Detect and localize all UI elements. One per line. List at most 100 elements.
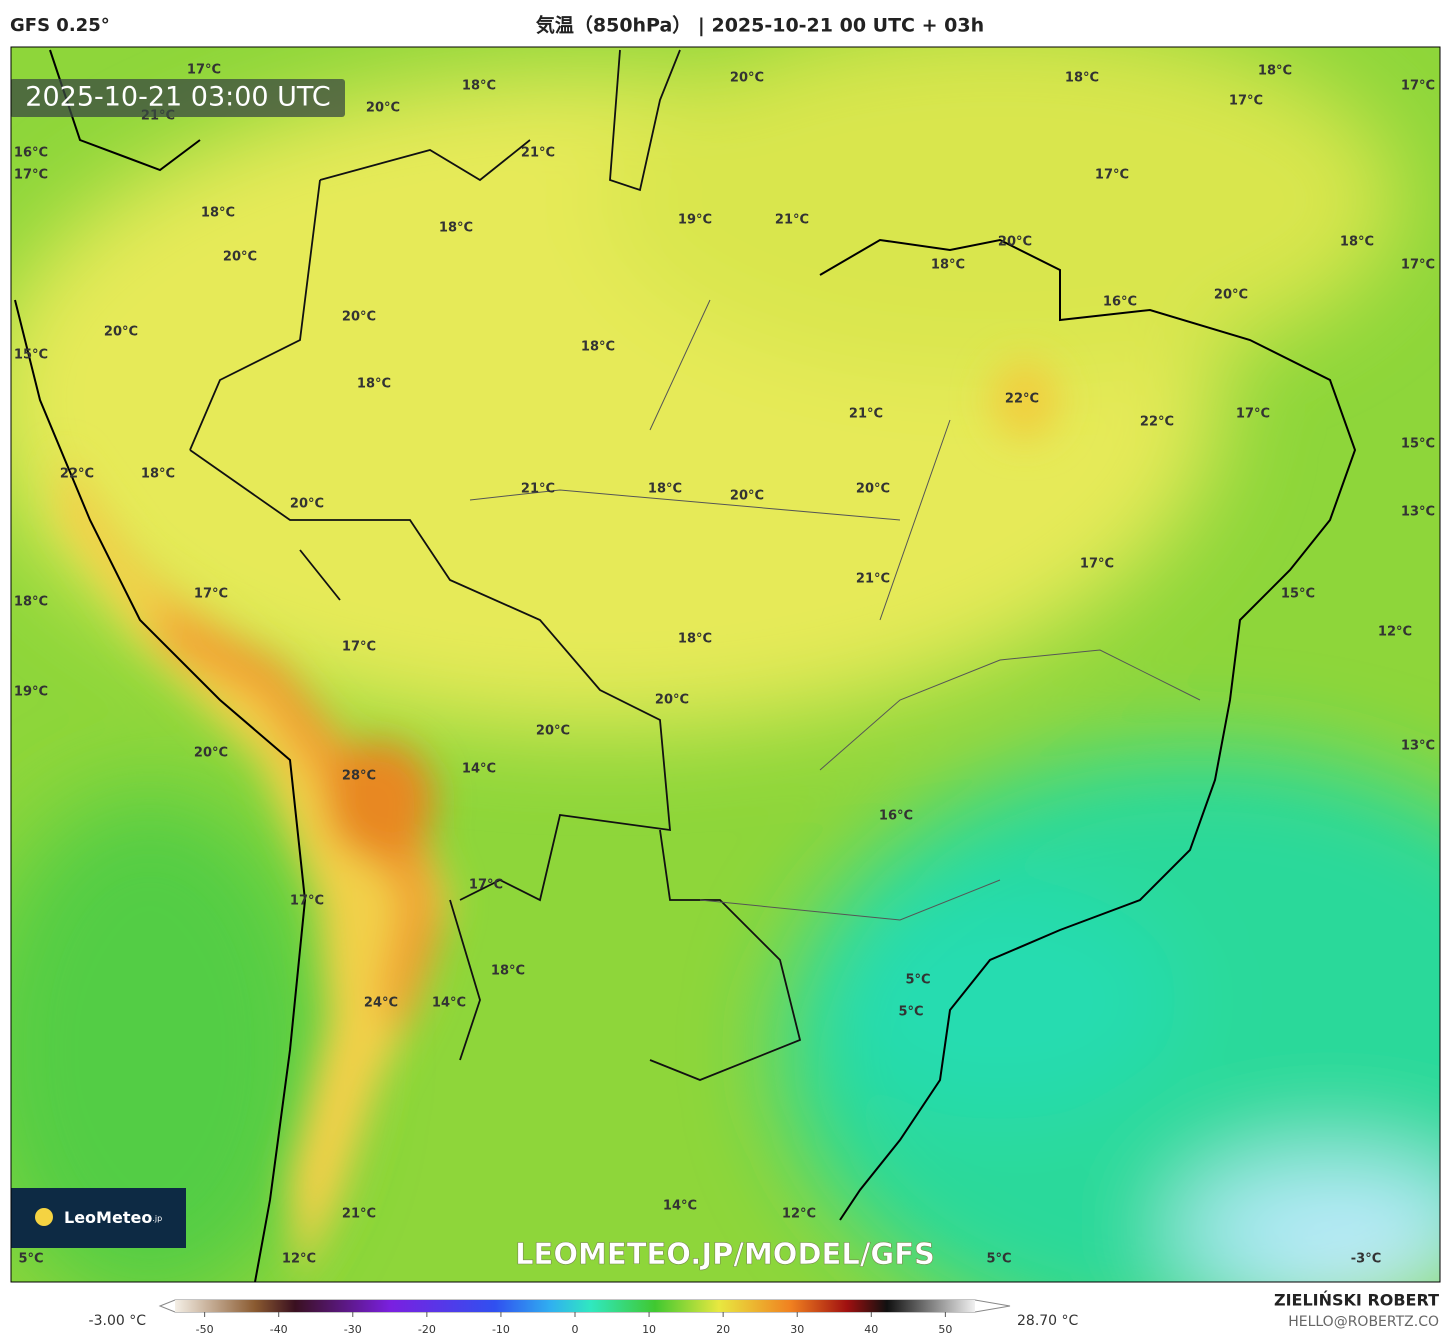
contour-label: 18°C bbox=[491, 964, 525, 979]
contour-label: 16°C bbox=[14, 146, 48, 161]
contour-label: 18°C bbox=[648, 482, 682, 497]
colorbar-tick-label: -10 bbox=[492, 1323, 510, 1336]
timestamp-box bbox=[11, 79, 345, 117]
contour-label: 21°C bbox=[521, 146, 555, 161]
watermark: LEOMETEO.JP/MODEL/GFS bbox=[515, 1237, 935, 1271]
contour-label: 14°C bbox=[432, 996, 466, 1011]
colorbar-max: 28.70 °C bbox=[1017, 1313, 1079, 1329]
contour-label: 17°C bbox=[1229, 94, 1263, 109]
colorbar-tick-label: -20 bbox=[418, 1323, 436, 1336]
contour-label: 20°C bbox=[730, 71, 764, 86]
model-name: GFS 0.25° bbox=[10, 15, 110, 36]
colorbar-tick-label: 40 bbox=[864, 1323, 878, 1336]
contour-label: 18°C bbox=[931, 258, 965, 273]
logo-sun bbox=[35, 1208, 53, 1226]
contour-label: 22°C bbox=[1140, 415, 1174, 430]
contour-label: 12°C bbox=[1378, 625, 1412, 640]
map-title: 気温（850hPa） | 2025-10-21 00 UTC + 03h bbox=[536, 14, 984, 37]
contour-label: 20°C bbox=[194, 746, 228, 761]
colorbar-tick-label: 50 bbox=[938, 1323, 952, 1336]
contour-label: 18°C bbox=[439, 221, 473, 236]
colorbar-tick-label: -40 bbox=[270, 1323, 288, 1336]
contour-label: 28°C bbox=[342, 769, 376, 784]
contour-label: 13°C bbox=[1401, 505, 1435, 520]
contour-label: 18°C bbox=[462, 79, 496, 94]
colorbar-tick-label: 30 bbox=[790, 1323, 804, 1336]
contour-label: 17°C bbox=[1236, 407, 1270, 422]
colorbar-tick-label: -30 bbox=[344, 1323, 362, 1336]
contour-label: 21°C bbox=[856, 572, 890, 587]
contour-label: 20°C bbox=[856, 482, 890, 497]
contour-label: 17°C bbox=[469, 878, 503, 893]
contour-label: 14°C bbox=[663, 1199, 697, 1214]
contour-label: 20°C bbox=[104, 325, 138, 340]
contour-label: 21°C bbox=[342, 1207, 376, 1222]
contour-label: -3°C bbox=[1351, 1252, 1381, 1267]
contour-label: 12°C bbox=[782, 1207, 816, 1222]
logo-name: LeoMeteo.jp bbox=[64, 1208, 162, 1227]
contour-label: 18°C bbox=[1340, 235, 1374, 250]
timestamp: 2025-10-21 03:00 UTC bbox=[25, 82, 330, 113]
contour-label: 18°C bbox=[1065, 71, 1099, 86]
contour-label: 20°C bbox=[655, 693, 689, 708]
contour-label: 20°C bbox=[366, 101, 400, 116]
contour-label: 5°C bbox=[18, 1252, 43, 1267]
contour-label: 22°C bbox=[1005, 392, 1039, 407]
contour-label: 17°C bbox=[1095, 168, 1129, 183]
contour-label: 21°C bbox=[849, 407, 883, 422]
colorbar bbox=[175, 1300, 975, 1312]
contour-label: 15°C bbox=[1401, 437, 1435, 452]
contour-label: 17°C bbox=[187, 63, 221, 78]
contour-label: 18°C bbox=[357, 377, 391, 392]
contour-label: 16°C bbox=[879, 809, 913, 824]
colorbar-tick-label: 20 bbox=[716, 1323, 730, 1336]
contour-label: 12°C bbox=[282, 1252, 316, 1267]
contour-label: 20°C bbox=[1214, 288, 1248, 303]
logo-name-text: LeoMeteo bbox=[64, 1208, 152, 1227]
contour-label: 17°C bbox=[290, 894, 324, 909]
contour-label: 20°C bbox=[998, 235, 1032, 250]
author: ZIELIŃSKI ROBERT bbox=[1274, 1291, 1439, 1310]
email: HELLO@ROBERTZ.CO bbox=[1288, 1314, 1439, 1330]
contour-label: 14°C bbox=[462, 762, 496, 777]
contour-label: 21°C bbox=[775, 213, 809, 228]
contour-label: 20°C bbox=[290, 497, 324, 512]
contour-label: 5°C bbox=[986, 1252, 1011, 1267]
logo-suffix: .jp bbox=[152, 1214, 162, 1223]
contour-label: 20°C bbox=[730, 489, 764, 504]
contour-label: 24°C bbox=[364, 996, 398, 1011]
contour-label: 21°C bbox=[521, 482, 555, 497]
contour-label: 18°C bbox=[1258, 64, 1292, 79]
contour-label: 17°C bbox=[1080, 557, 1114, 572]
contour-label: 19°C bbox=[678, 213, 712, 228]
contour-label: 15°C bbox=[1281, 587, 1315, 602]
contour-label: 18°C bbox=[141, 467, 175, 482]
contour-label: 13°C bbox=[1401, 739, 1435, 754]
contour-label: 15°C bbox=[14, 348, 48, 363]
contour-label: 17°C bbox=[1401, 79, 1435, 94]
contour-label: 18°C bbox=[678, 632, 712, 647]
contour-label: 20°C bbox=[223, 250, 257, 265]
colorbar-tick-label: -50 bbox=[196, 1323, 214, 1336]
map-frame bbox=[10, 46, 1441, 1283]
contour-label: 17°C bbox=[342, 640, 376, 655]
colorbar-tick-label: 0 bbox=[572, 1323, 579, 1336]
contour-label: 20°C bbox=[342, 310, 376, 325]
contour-label: 22°C bbox=[60, 467, 94, 482]
map-area: 17°C 18°C 20°C 18°C 18°C 17°C 17°C 20°C 21°C 16°C… bbox=[11, 47, 1440, 1282]
colorbar-min: -3.00 °C bbox=[89, 1313, 147, 1329]
colorbar-tick-label: 10 bbox=[642, 1323, 656, 1336]
contour-label: 18°C bbox=[14, 595, 48, 610]
contour-label: 18°C bbox=[581, 340, 615, 355]
contour-label: 5°C bbox=[898, 1005, 923, 1020]
contour-label: 17°C bbox=[194, 587, 228, 602]
contour-label: 20°C bbox=[536, 724, 570, 739]
contour-label: 19°C bbox=[14, 685, 48, 700]
contour-label: 5°C bbox=[905, 973, 930, 988]
contour-label: 17°C bbox=[1401, 258, 1435, 273]
contour-label: 18°C bbox=[201, 206, 235, 221]
contour-label: 17°C bbox=[14, 168, 48, 183]
contour-label: 16°C bbox=[1103, 295, 1137, 310]
